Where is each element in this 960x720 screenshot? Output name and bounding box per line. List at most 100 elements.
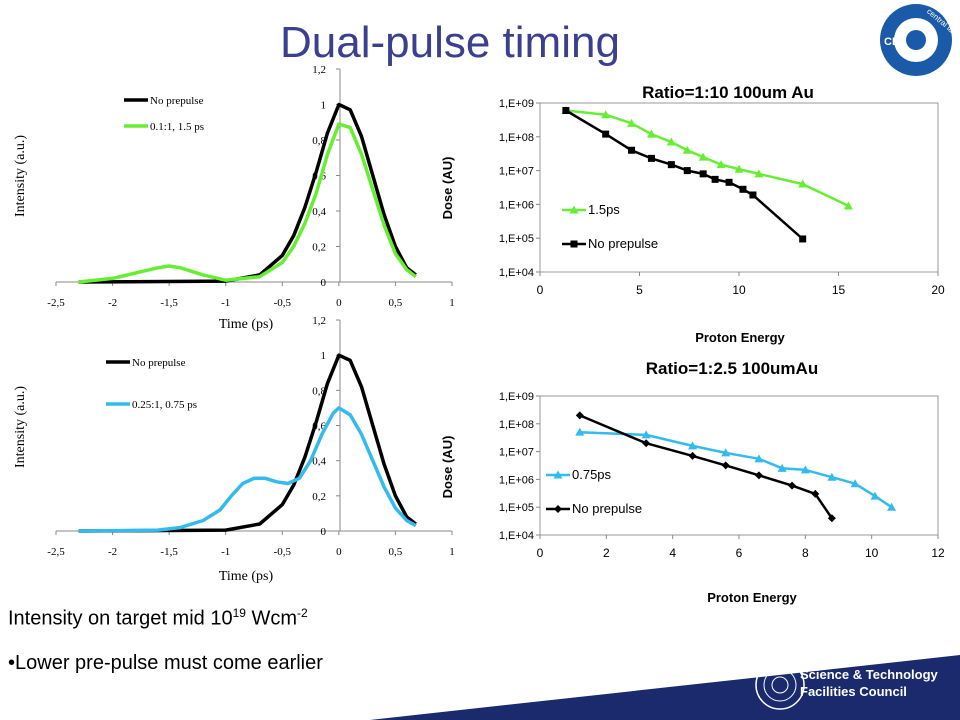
series-line xyxy=(579,414,833,520)
legend-entry: 1.5ps xyxy=(562,202,620,217)
y-tick-label: 1 xyxy=(321,100,327,112)
data-point xyxy=(553,470,563,479)
y-tick-label: 1,E+08 xyxy=(499,419,534,431)
y-tick-label: 1,E+09 xyxy=(499,98,534,110)
legend-label: 0.25:1, 0.75 ps xyxy=(132,399,197,411)
y-tick-label: 1,E+07 xyxy=(499,166,534,178)
x-tick-label: 1 xyxy=(449,297,455,309)
data-point xyxy=(725,178,733,186)
data-point xyxy=(602,130,610,138)
legend-entry: 0.1:1, 1.5 ps xyxy=(124,121,204,133)
series-No prepulse xyxy=(78,102,417,284)
x-tick-label: -1,5 xyxy=(160,546,178,558)
data-point xyxy=(827,514,836,523)
y-tick-label: 1,E+08 xyxy=(499,132,534,144)
x-tick-label: -1 xyxy=(221,546,230,558)
y-tick-label: 1,E+09 xyxy=(499,391,534,403)
legend-entry: No prepulse xyxy=(562,236,658,251)
x-tick-label: 0 xyxy=(336,297,342,309)
x-tick-label: -1,5 xyxy=(160,297,178,309)
data-point xyxy=(642,439,651,448)
y-tick-label: 1,E+05 xyxy=(499,233,534,245)
x-tick-label: 0 xyxy=(537,546,544,560)
x-tick-label: 20 xyxy=(931,283,945,297)
y-tick-label: 1 xyxy=(321,350,327,362)
data-point xyxy=(843,201,853,210)
y-tick-label: 1,2 xyxy=(312,315,326,327)
footer-band xyxy=(370,655,960,720)
data-point xyxy=(711,175,719,183)
data-point xyxy=(682,145,692,154)
slide-title: Dual-pulse timing xyxy=(280,18,620,67)
data-point xyxy=(788,481,797,490)
x-tick-label: -2 xyxy=(108,546,117,558)
legend-label: 0.1:1, 1.5 ps xyxy=(150,121,204,133)
y-tick-label: 1,E+05 xyxy=(499,502,534,514)
y-tick-label: 0,4 xyxy=(312,206,326,218)
series-0.25:1, 0.75 ps xyxy=(78,406,417,533)
data-point xyxy=(569,205,579,214)
x-tick-label: 0 xyxy=(336,546,342,558)
data-point xyxy=(646,129,656,138)
x-tick-label: -2,5 xyxy=(47,546,65,558)
series-line xyxy=(78,102,417,284)
data-point xyxy=(641,430,651,439)
y-tick-label: 0,2 xyxy=(312,491,326,503)
x-tick-label: 8 xyxy=(802,546,809,560)
bullet-intensity: Intensity on target mid 1019 Wcm-2 xyxy=(8,606,308,630)
legend-entry: No prepulse xyxy=(546,501,642,516)
series-line xyxy=(78,406,417,533)
data-point xyxy=(666,137,676,146)
data-point xyxy=(570,240,578,248)
y-axis-label: Dose (AU) xyxy=(440,157,455,220)
x-axis-label: Proton Energy xyxy=(707,590,797,605)
data-point xyxy=(749,191,757,199)
legend-entry: 0.75ps xyxy=(546,467,612,482)
data-point xyxy=(798,179,808,188)
y-tick-label: 1,E+04 xyxy=(499,267,534,279)
x-tick-label: 12 xyxy=(931,546,945,560)
x-tick-label: -1 xyxy=(221,297,230,309)
bullet-prepulse: •Lower pre-pulse must come earlier xyxy=(8,652,323,674)
data-point xyxy=(777,463,787,472)
x-tick-label: 1 xyxy=(449,546,455,558)
series-No prepulse xyxy=(78,353,417,533)
series-No prepulse xyxy=(575,411,836,523)
y-tick-label: 0,2 xyxy=(312,242,326,254)
y-axis-label: Dose (AU) xyxy=(440,436,455,499)
data-point xyxy=(699,170,707,178)
data-point xyxy=(734,164,744,173)
series-0.75ps xyxy=(575,427,897,511)
x-tick-label: 0,5 xyxy=(389,297,403,309)
series-line xyxy=(579,430,893,509)
data-point xyxy=(698,152,708,161)
data-point xyxy=(688,451,697,460)
legend-label: No prepulse xyxy=(588,236,658,251)
clf-logo-abbr: CLF xyxy=(884,36,906,48)
y-tick-label: 0 xyxy=(321,526,327,538)
y-tick-label: 1,E+07 xyxy=(499,447,534,459)
legend-label: No prepulse xyxy=(572,501,642,516)
y-axis-label: Intensity (a.u.) xyxy=(13,386,28,468)
x-tick-label: 4 xyxy=(669,546,676,560)
x-axis-label: Time (ps) xyxy=(219,317,274,332)
x-tick-label: 2 xyxy=(603,546,610,560)
x-tick-label: -0,5 xyxy=(274,297,292,309)
chart-title: Ratio=1:10 100um Au xyxy=(642,83,814,102)
series-line xyxy=(565,109,850,208)
x-tick-label: 10 xyxy=(865,546,879,560)
data-point xyxy=(754,471,763,480)
series-0.1:1, 1.5 ps xyxy=(78,122,417,284)
chart-dose-bottom: 1,E+04 1,E+05 1,E+06 1,E+07 1,E+08 1,E+09 0 2 4 6… xyxy=(440,359,945,605)
y-tick-label: 1,2 xyxy=(312,64,326,76)
data-point xyxy=(716,160,726,169)
x-tick-label: 15 xyxy=(832,283,846,297)
data-point xyxy=(562,106,570,114)
chart-pulse-top: 00,20,40,60,811,2-2,5 -2 -1,5 -1 -0,5 0 0,5 1Ti… xyxy=(13,64,455,332)
legend-label: 0.75ps xyxy=(572,467,612,482)
chart-dose-top: 1,E+04 1,E+05 1,E+06 1,E+07 1,E+08 1,E+09 0 5 10… xyxy=(440,83,945,345)
data-point xyxy=(870,491,880,500)
data-point xyxy=(601,110,611,119)
data-point xyxy=(683,167,691,175)
data-point xyxy=(799,235,807,243)
